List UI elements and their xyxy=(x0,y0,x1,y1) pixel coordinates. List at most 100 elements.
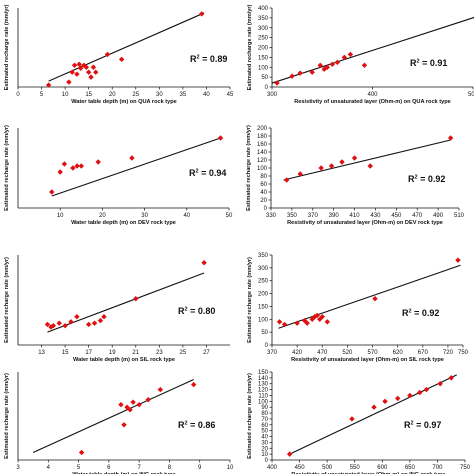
data-point xyxy=(297,70,303,76)
data-point xyxy=(77,65,84,71)
y-tick-label: 80 xyxy=(261,411,268,417)
x-tick-label: 420 xyxy=(292,350,303,356)
x-tick-label: 5 xyxy=(40,92,44,98)
y-tick-label: 50 xyxy=(261,429,268,435)
r-squared-superscript: 2 xyxy=(415,175,418,181)
x-tick-label: 25 xyxy=(180,350,187,356)
y-axis-label: Estimated recharge rate (mm/yr) xyxy=(4,257,10,343)
x-tick-label: 700 xyxy=(432,465,443,471)
data-point xyxy=(319,314,325,320)
data-point xyxy=(69,69,75,75)
y-tick-label: 0 xyxy=(265,458,269,464)
data-point xyxy=(130,399,136,405)
r-squared-symbol: R xyxy=(404,420,411,430)
data-point xyxy=(62,323,68,329)
y-tick-label: 40 xyxy=(261,435,268,441)
data-point xyxy=(372,296,378,302)
y-tick-label: 0 xyxy=(265,343,269,349)
data-point xyxy=(118,56,125,63)
scatter-panel-7: 3 4 5 6 7 8 9 10 Water table depth (m) on ING ro… xyxy=(4,372,234,474)
x-axis-label: Water table depth (m) on ING rock type xyxy=(72,472,175,474)
x-tick-label: 500 xyxy=(468,92,474,98)
data-point xyxy=(328,163,335,169)
y-tick-label: 250 xyxy=(258,36,269,42)
data-point xyxy=(66,79,72,85)
y-tick-label: 100 xyxy=(257,166,268,172)
r-squared-label: R2 = 0.86 xyxy=(178,420,215,430)
data-point xyxy=(101,314,107,320)
x-tick-label: 30 xyxy=(141,213,148,219)
data-point xyxy=(121,422,127,428)
scatter-panel-5: 13 15 17 19 21 23 25 27 Water table depth (m) on… xyxy=(4,255,230,363)
data-point xyxy=(371,404,377,410)
data-point xyxy=(45,82,52,88)
r-squared-symbol: R xyxy=(178,306,185,316)
data-point xyxy=(324,64,330,70)
x-tick-label: 20 xyxy=(99,213,106,219)
data-point xyxy=(367,163,373,169)
x-tick-label: 3 xyxy=(16,465,20,471)
r-squared-value: = 0.97 xyxy=(414,420,442,430)
r-squared-label: R2 = 0.89 xyxy=(190,54,227,64)
x-tick-label: 13 xyxy=(38,350,45,356)
data-point xyxy=(341,54,348,61)
y-tick-label: 20 xyxy=(260,198,267,204)
scatter-panel-2: 300400500050100150200250300350400Resisti… xyxy=(247,4,474,105)
y-tick-label: 10 xyxy=(261,452,268,458)
r-squared-label: R2 = 0.92 xyxy=(408,174,445,184)
y-tick-label: 40 xyxy=(260,190,267,196)
y-tick-label: 180 xyxy=(257,134,268,140)
x-tick-label: 390 xyxy=(329,213,340,219)
r-squared-label: R2 = 0.97 xyxy=(404,420,441,430)
trend-line xyxy=(51,137,221,197)
data-point xyxy=(274,80,280,86)
r-squared-superscript: 2 xyxy=(185,307,188,313)
y-tick-label: 400 xyxy=(258,6,269,12)
x-tick-label: 19 xyxy=(109,350,116,356)
data-point xyxy=(133,296,139,302)
trend-line xyxy=(278,264,461,329)
x-tick-label: 5 xyxy=(77,465,81,471)
x-tick-label: 350 xyxy=(287,213,298,219)
x-tick-label: 520 xyxy=(342,350,353,356)
data-point xyxy=(334,59,341,66)
x-tick-label: 600 xyxy=(377,465,388,471)
x-tick-label: 430 xyxy=(370,213,381,219)
data-point xyxy=(286,451,293,457)
data-point xyxy=(294,320,300,326)
data-point xyxy=(417,389,423,396)
y-axis-label: Estimated recharge rate (mm/yr) xyxy=(247,257,253,343)
data-point xyxy=(74,71,80,77)
data-point xyxy=(136,401,142,408)
y-tick-label: 60 xyxy=(260,182,267,188)
data-point xyxy=(217,135,224,141)
y-tick-label: 200 xyxy=(258,46,269,52)
r-squared-value: = 0.80 xyxy=(188,306,216,316)
r-squared-superscript: 2 xyxy=(417,59,420,65)
y-tick-label: 0 xyxy=(264,206,268,212)
data-point xyxy=(318,165,324,171)
r-squared-value: = 0.92 xyxy=(412,308,440,318)
data-point xyxy=(145,396,151,403)
y-tick-label: 120 xyxy=(257,158,268,164)
x-tick-label: 650 xyxy=(405,465,416,471)
data-point xyxy=(56,320,62,326)
y-tick-label: 150 xyxy=(258,370,269,376)
data-point xyxy=(85,69,92,75)
data-point xyxy=(91,320,98,326)
scatter-panel-4: 330 350 370 390 410 430 450 470 490 510 0 20 40 60 80 1… xyxy=(246,125,465,226)
x-tick-label: 10 xyxy=(57,213,64,219)
y-tick-label: 140 xyxy=(258,376,269,382)
x-tick-label: 4 xyxy=(47,465,51,471)
data-point xyxy=(104,51,111,58)
r-squared-superscript: 2 xyxy=(185,421,188,427)
r-squared-superscript: 2 xyxy=(409,309,412,315)
data-point xyxy=(57,169,63,175)
trend-line xyxy=(48,12,205,82)
data-point xyxy=(76,61,82,67)
x-tick-label: 6 xyxy=(107,465,111,471)
scatter-panel-3: 10 20 30 40 50 Water table depth (m) on DEV r… xyxy=(4,125,233,226)
data-point xyxy=(339,159,345,165)
data-point xyxy=(423,386,430,393)
x-tick-label: 40 xyxy=(183,213,190,219)
